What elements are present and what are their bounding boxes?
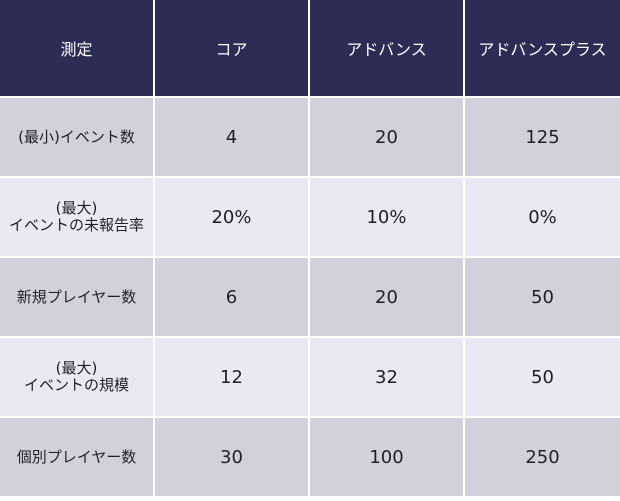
cell-advance-plus: 0% bbox=[464, 177, 620, 258]
header-row: 測定 コア アドバンス アドバンスプラス bbox=[0, 0, 620, 98]
table-row: 個別プレイヤー数 30 100 250 bbox=[0, 417, 620, 498]
cell-advance: 32 bbox=[309, 337, 465, 418]
row-label: (最大) イベントの規模 bbox=[0, 337, 155, 418]
cell-advance-plus: 50 bbox=[464, 257, 620, 338]
header-advance-plus: アドバンスプラス bbox=[464, 0, 620, 98]
cell-advance-plus: 50 bbox=[464, 337, 620, 418]
row-label-line: (最小)イベント数 bbox=[18, 127, 135, 146]
cell-advance-plus: 250 bbox=[464, 417, 620, 498]
cell-advance: 20 bbox=[309, 257, 465, 338]
cell-core: 4 bbox=[154, 97, 310, 178]
row-label-line: イベントの未報告率 bbox=[8, 216, 144, 234]
row-label: 個別プレイヤー数 bbox=[0, 417, 155, 498]
table-header: 測定 コア アドバンス アドバンスプラス bbox=[0, 0, 620, 98]
row-label-line: (最大) bbox=[55, 199, 98, 217]
row-label-line: 個別プレイヤー数 bbox=[16, 447, 137, 466]
table-row: 新規プレイヤー数 6 20 50 bbox=[0, 257, 620, 338]
table-row: (最大) イベントの規模 12 32 50 bbox=[0, 337, 620, 418]
row-label-line: (最大) bbox=[55, 359, 98, 377]
header-advance: アドバンス bbox=[309, 0, 465, 98]
cell-core: 6 bbox=[154, 257, 310, 338]
cell-core: 20% bbox=[154, 177, 310, 258]
cell-core: 12 bbox=[154, 337, 310, 418]
cell-advance: 20 bbox=[309, 97, 465, 178]
header-core: コア bbox=[154, 0, 310, 98]
row-label-line: イベントの規模 bbox=[23, 376, 129, 394]
row-label-line: 新規プレイヤー数 bbox=[16, 287, 137, 306]
row-label: (最小)イベント数 bbox=[0, 97, 155, 178]
cell-core: 30 bbox=[154, 417, 310, 498]
table-row: (最小)イベント数 4 20 125 bbox=[0, 97, 620, 178]
table-body: (最小)イベント数 4 20 125 (最大) イベントの未報告率 20% 10… bbox=[0, 97, 620, 498]
cell-advance: 10% bbox=[309, 177, 465, 258]
cell-advance-plus: 125 bbox=[464, 97, 620, 178]
table-row: (最大) イベントの未報告率 20% 10% 0% bbox=[0, 177, 620, 258]
row-label: 新規プレイヤー数 bbox=[0, 257, 155, 338]
header-measure: 測定 bbox=[0, 0, 155, 98]
row-label: (最大) イベントの未報告率 bbox=[0, 177, 155, 258]
cell-advance: 100 bbox=[309, 417, 465, 498]
